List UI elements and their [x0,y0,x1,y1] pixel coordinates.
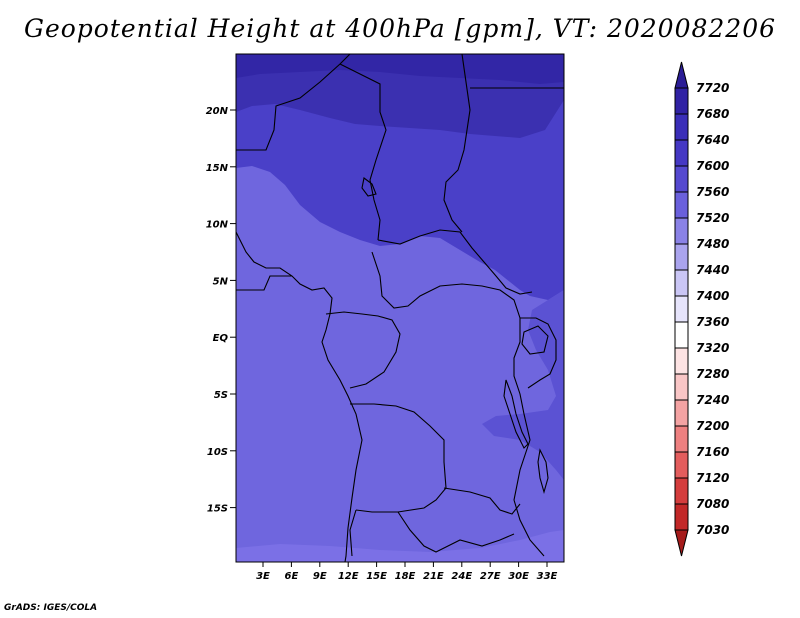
border-segment [520,317,557,389]
colorbar-segment [674,321,689,349]
border-segment [339,63,387,241]
colorbar-label: 7600 [696,159,729,173]
y-tick-label: 5N [213,276,229,287]
x-axis: 3E 6E 9E 12E 15E 18E 21E 24E 27E 30E 33E [256,562,558,582]
colorbar-label: 7030 [696,523,729,537]
x-tick-label: 9E [313,571,327,582]
colorbar-label: 7400 [696,289,729,303]
border-segment [443,54,471,233]
border-segment [377,229,533,295]
border-segment [349,509,357,557]
colorbar-label: 7120 [696,471,729,485]
colorbar-label: 7560 [696,185,729,199]
border-segment [397,511,515,553]
x-tick-label: 12E [338,571,359,582]
x-tick-label: 24E [451,571,472,582]
colorbar-label: 7520 [696,211,729,225]
colorbar-label: 7640 [696,133,729,147]
colorbar-segment [674,295,689,323]
colorbar-label: 7480 [696,237,729,251]
colorbar-label: 7360 [696,315,729,329]
colorbar-segment [674,451,689,479]
colorbar-segment [674,243,689,271]
y-axis: 20N 15N 10N 5N EQ 5S 10S 15S [206,106,236,515]
field-north-top [236,54,564,84]
colorbar-segment [674,165,689,193]
y-tick-label: 15N [206,163,229,174]
x-tick-label: 18E [395,571,416,582]
colorbar-segment [674,399,689,427]
y-tick-label: 15S [207,504,228,515]
colorbar-segment [674,347,689,375]
x-tick-label: 33E [537,571,558,582]
colorbar-segment [674,191,689,219]
colorbar-label: 7680 [696,107,729,121]
colorbar-segment [674,477,689,505]
lake-tanganyika [503,379,529,449]
country-borders [236,54,564,562]
colorbar-label: 7160 [696,445,729,459]
x-tick-label: 21E [423,571,444,582]
colorbar-label: 7080 [696,497,729,511]
coastline-west-africa [236,231,363,562]
colorbar-segment [674,113,689,141]
x-tick-label: 6E [285,571,299,582]
colorbar-segment [674,87,689,115]
colorbar-label: 7320 [696,341,729,355]
y-tick-label: 5S [214,390,228,401]
x-tick-label: 30E [508,571,529,582]
height-field [236,54,564,562]
lake-chad [361,177,377,197]
colorbar-segment [674,139,689,167]
colorbar: 7720 7680 7640 7600 7560 7520 7480 7440 7400 7360… [674,61,729,557]
lake-malawi [537,448,549,495]
colorbar-segment [674,503,689,531]
border-segment [325,311,401,389]
border-segment [236,275,292,291]
y-tick-label: 10N [206,220,229,231]
field-east-band [482,290,564,480]
map-frame [235,53,565,563]
field-south-light [236,530,564,562]
colorbar-label: 7280 [696,367,729,381]
x-tick-label: 27E [480,571,501,582]
colorbar-segment [674,373,689,401]
colorbar-segment [674,425,689,453]
y-tick-label: EQ [213,333,229,344]
colorbar-label: 7200 [696,419,729,433]
lake-victoria [521,325,549,355]
colorbar-segment [674,269,689,297]
colorbar-label: 7440 [696,263,729,277]
chart-title: Geopotential Height at 400hPa [gpm], VT:… [23,14,777,43]
x-tick-label: 15E [366,571,387,582]
x-tick-label: 3E [256,571,270,582]
border-segment [236,54,351,151]
border-segment [443,487,521,515]
colorbar-segment [674,217,689,245]
border-segment [350,403,447,513]
y-tick-label: 10S [207,447,228,458]
colorbar-top-arrow [674,61,689,89]
grads-credit: GrADS: IGES/COLA [4,603,98,613]
colorbar-label: 7720 [696,81,729,95]
y-tick-label: 20N [206,106,229,117]
colorbar-bottom-arrow [674,529,689,557]
colorbar-label: 7240 [696,393,729,407]
